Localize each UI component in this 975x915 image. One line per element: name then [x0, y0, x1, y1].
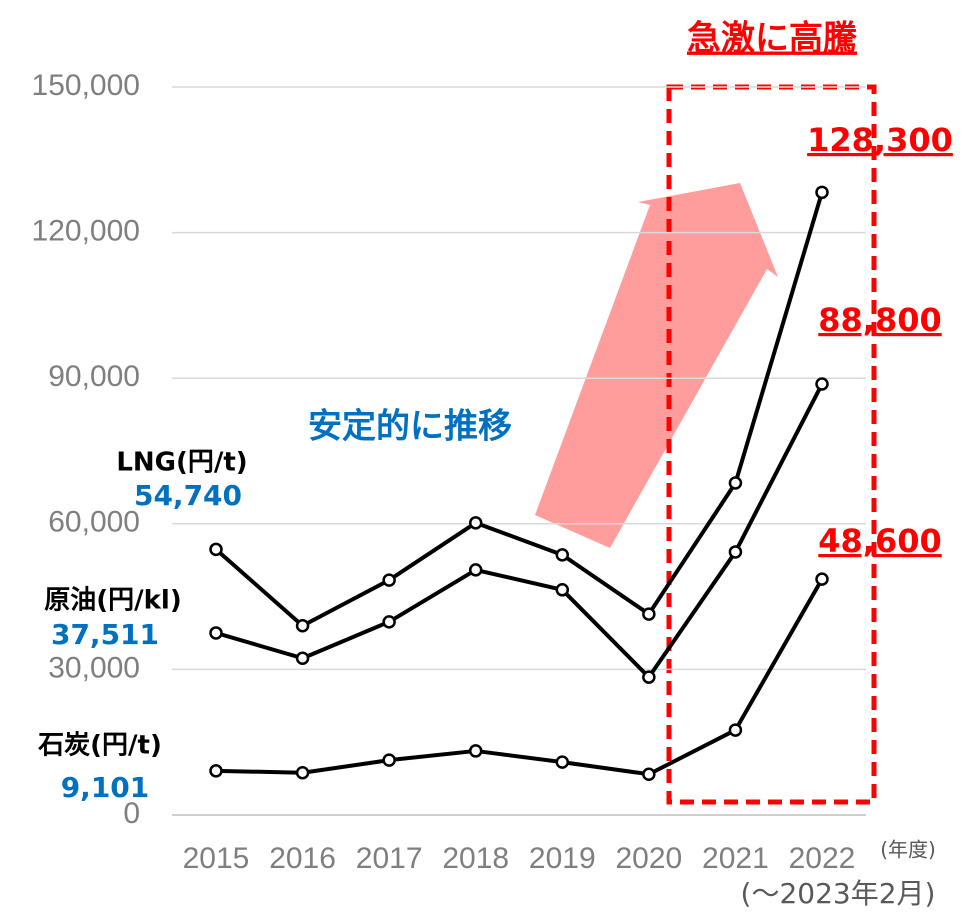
y-tick-label: 150,000	[32, 69, 140, 102]
point	[815, 377, 829, 391]
series-name: LNG(円/t)	[116, 448, 247, 478]
y-tick-label: 30,000	[48, 651, 140, 684]
point	[728, 545, 743, 559]
end-value-label: 88,800	[818, 301, 941, 339]
point	[209, 626, 223, 640]
point	[209, 542, 223, 557]
x-tick-label: 2019	[529, 842, 596, 875]
x-tick-label: 2015	[183, 842, 250, 875]
series-name: 原油(円/kl)	[44, 586, 181, 616]
x-unit: (年度)	[880, 838, 936, 862]
point	[642, 670, 656, 684]
line	[215, 383, 824, 680]
x-tick-label: 2017	[356, 842, 423, 875]
point	[555, 755, 570, 769]
x-tick-label: 2020	[615, 842, 682, 875]
point	[382, 573, 396, 587]
point	[382, 753, 396, 767]
point	[295, 651, 310, 665]
point	[295, 766, 310, 780]
point	[815, 185, 829, 200]
point	[555, 583, 570, 597]
line	[215, 578, 824, 777]
y-tick-label: 90,000	[48, 360, 140, 393]
start-value-label: 9,101	[61, 771, 150, 804]
series-name: 石炭(円/t)	[37, 731, 162, 761]
x-tick-label: 2022	[789, 842, 856, 875]
point	[728, 723, 743, 737]
point	[642, 767, 656, 781]
point	[382, 615, 396, 629]
point	[815, 572, 829, 586]
note: (～2023年2月)	[741, 877, 936, 910]
surge-annotation: 急激に高騰	[687, 19, 857, 59]
y-tick-label: 0	[123, 797, 140, 830]
point	[468, 744, 483, 758]
rise-arrow	[535, 183, 778, 548]
y-tick-label: 60,000	[48, 506, 140, 539]
line	[214, 191, 824, 628]
point	[468, 516, 483, 530]
point	[642, 607, 656, 621]
point	[209, 764, 223, 778]
end-value-label: 48,600	[818, 522, 941, 560]
start-value-label: 37,511	[51, 618, 159, 651]
y-tick-label: 120,000	[32, 215, 140, 248]
x-tick-label: 2021	[702, 842, 769, 875]
end-value-label: 128,300	[807, 121, 953, 159]
point	[468, 563, 483, 577]
stable-annotation: 安定的に推移	[308, 407, 512, 447]
point	[295, 618, 310, 633]
plot: 0 30,000 60,000 90,000 120,000 150,000 2015 201…	[32, 69, 953, 875]
highlight-box	[666, 84, 877, 805]
start-value-label: 54,740	[134, 479, 242, 512]
x-tick-label: 2018	[442, 842, 509, 875]
point	[555, 548, 570, 562]
point	[728, 476, 743, 490]
x-tick-label: 2016	[269, 842, 336, 875]
